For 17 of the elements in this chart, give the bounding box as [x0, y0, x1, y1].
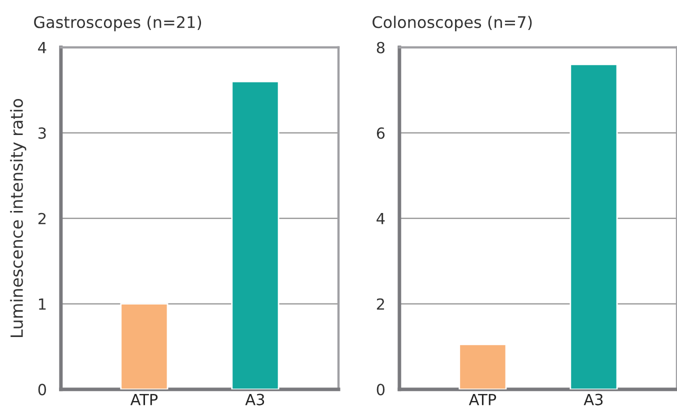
y-tick-label: 3	[38, 127, 46, 139]
x-tick-label: A3	[584, 394, 603, 406]
y-tick-label: 4	[38, 42, 46, 54]
y-tick-label: 8	[376, 42, 384, 54]
y-tick-label: 2	[38, 212, 46, 224]
y-tick-label: 6	[376, 127, 385, 139]
y-tick-label: 0	[376, 384, 385, 396]
chart-title: Colonoscopes (n=7)	[372, 16, 532, 32]
y-tick-label: 2	[376, 298, 384, 310]
y-axis-title: Luminescence intensity ratio	[10, 98, 26, 338]
y-tick-label: 4	[376, 213, 385, 224]
x-tick-label: ATP	[468, 394, 496, 406]
x-tick-label: ATP	[130, 394, 158, 406]
chart-title: Gastroscopes (n=21)	[34, 16, 202, 32]
y-tick-label: 0	[38, 384, 46, 396]
y-tick-label: 1	[39, 298, 46, 310]
x-tick-label: A3	[245, 394, 264, 406]
